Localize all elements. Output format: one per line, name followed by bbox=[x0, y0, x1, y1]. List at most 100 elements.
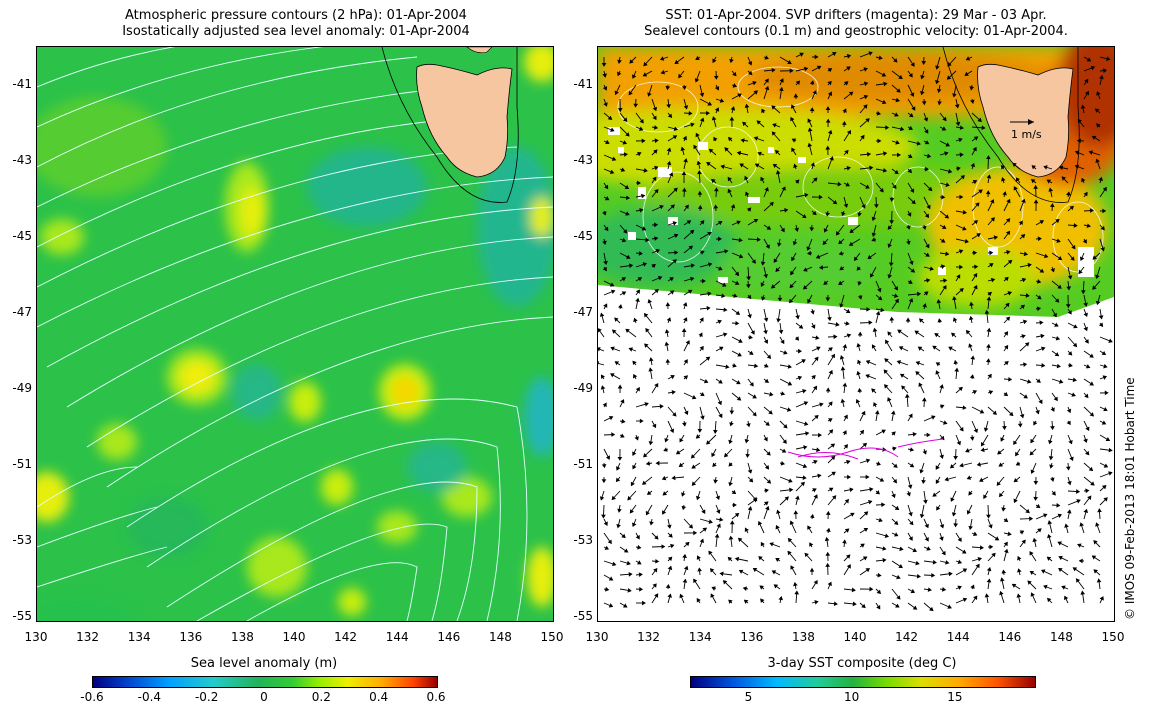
velocity-arrowhead bbox=[766, 354, 772, 359]
velocity-arrowhead bbox=[812, 210, 817, 216]
velocity-arrowhead bbox=[856, 266, 862, 271]
velocity-arrowhead bbox=[1079, 522, 1085, 527]
longitude-tick-label: 142 bbox=[895, 630, 919, 644]
velocity-arrowhead bbox=[790, 565, 795, 570]
velocity-arrowhead bbox=[1050, 407, 1055, 412]
velocity-arrowhead bbox=[697, 205, 703, 210]
velocity-arrowhead bbox=[817, 473, 822, 479]
velocity-arrowhead bbox=[952, 93, 957, 98]
velocity-arrowhead bbox=[896, 595, 901, 600]
velocity-arrowhead bbox=[822, 240, 828, 245]
velocity-arrowhead bbox=[959, 194, 964, 200]
velocity-arrowhead bbox=[910, 62, 915, 67]
latitude-tick-label: -49 bbox=[573, 381, 593, 395]
velocity-arrowhead bbox=[625, 211, 630, 216]
velocity-arrowhead bbox=[1076, 138, 1081, 144]
velocity-arrowhead bbox=[623, 152, 628, 157]
velocity-arrowhead bbox=[1051, 491, 1056, 496]
velocity-arrowhead bbox=[877, 287, 882, 293]
velocity-arrowhead bbox=[623, 548, 629, 553]
velocity-arrowhead bbox=[621, 533, 626, 539]
velocity-arrowhead bbox=[932, 345, 937, 350]
velocity-arrowhead bbox=[830, 353, 835, 359]
velocity-arrowhead bbox=[830, 443, 836, 448]
velocity-arrowhead bbox=[970, 355, 976, 360]
velocity-arrowhead bbox=[942, 285, 947, 290]
velocity-arrowhead bbox=[776, 509, 781, 514]
velocity-arrowhead bbox=[894, 505, 900, 510]
velocity-arrowhead bbox=[798, 324, 804, 329]
velocity-arrowhead bbox=[769, 391, 774, 397]
velocity-arrowhead bbox=[673, 233, 679, 239]
velocity-arrowhead bbox=[754, 363, 759, 369]
velocity-arrowhead bbox=[1033, 421, 1038, 426]
velocity-arrowhead bbox=[769, 542, 774, 547]
velocity-arrowhead bbox=[893, 293, 899, 298]
velocity-arrowhead bbox=[871, 216, 877, 222]
velocity-arrowhead bbox=[791, 256, 796, 262]
velocity-arrowhead bbox=[948, 571, 953, 577]
velocity-arrowhead bbox=[810, 310, 815, 315]
velocity-arrowhead bbox=[695, 434, 701, 439]
velocity-arrowhead bbox=[617, 456, 623, 461]
velocity-arrowhead bbox=[1057, 513, 1062, 519]
velocity-arrowhead bbox=[734, 512, 740, 518]
velocity-arrowhead bbox=[976, 233, 981, 238]
velocity-arrowhead bbox=[969, 301, 974, 306]
velocity-arrowhead bbox=[716, 509, 721, 514]
velocity-arrowhead bbox=[794, 590, 800, 595]
velocity-arrowhead bbox=[806, 246, 811, 251]
velocity-arrowhead bbox=[703, 378, 709, 384]
velocity-arrowhead bbox=[1068, 439, 1073, 445]
velocity-arrowhead bbox=[878, 55, 883, 60]
velocity-arrowhead bbox=[972, 179, 978, 185]
velocity-arrowhead bbox=[603, 521, 608, 526]
velocity-arrowhead bbox=[1089, 412, 1095, 417]
velocity-arrowhead bbox=[685, 340, 690, 345]
velocity-arrowhead bbox=[1029, 516, 1034, 522]
velocity-arrowhead bbox=[654, 189, 659, 194]
velocity-arrowhead bbox=[732, 71, 737, 77]
velocity-arrowhead bbox=[863, 511, 869, 516]
velocity-arrowhead bbox=[682, 135, 687, 141]
velocity-arrowhead bbox=[853, 256, 859, 261]
velocity-arrowhead bbox=[794, 336, 800, 341]
longitude-tick-label: 148 bbox=[1049, 630, 1073, 644]
velocity-arrowhead bbox=[992, 410, 997, 415]
velocity-arrowhead bbox=[1102, 208, 1107, 214]
velocity-arrowhead bbox=[1057, 541, 1062, 546]
velocity-arrowhead bbox=[693, 144, 698, 150]
velocity-arrowhead bbox=[740, 138, 745, 143]
latitude-tick-label: -43 bbox=[12, 153, 32, 167]
velocity-arrowhead bbox=[1057, 284, 1062, 289]
velocity-arrowhead bbox=[1036, 306, 1042, 312]
velocity-arrowhead bbox=[744, 103, 750, 108]
velocity-arrowhead bbox=[875, 310, 881, 316]
velocity-arrowhead bbox=[617, 71, 622, 77]
velocity-arrowhead bbox=[747, 61, 753, 66]
velocity-arrowhead bbox=[848, 241, 854, 246]
velocity-arrowhead bbox=[920, 90, 925, 96]
velocity-arrowhead bbox=[1069, 205, 1074, 211]
velocity-arrowhead bbox=[646, 490, 652, 495]
velocity-arrowhead bbox=[654, 535, 659, 540]
velocity-arrowhead bbox=[1050, 267, 1055, 273]
velocity-arrowhead bbox=[682, 553, 687, 559]
velocity-arrowhead bbox=[711, 586, 716, 591]
velocity-arrowhead bbox=[803, 401, 809, 406]
velocity-arrowhead bbox=[867, 254, 872, 260]
velocity-arrowhead bbox=[673, 187, 678, 193]
velocity-arrowhead bbox=[846, 554, 851, 559]
velocity-arrowhead bbox=[843, 414, 848, 420]
velocity-arrowhead bbox=[1081, 290, 1086, 295]
velocity-arrowhead bbox=[845, 182, 850, 187]
velocity-arrowhead bbox=[746, 207, 752, 212]
velocity-arrowhead bbox=[744, 175, 749, 181]
velocity-arrowhead bbox=[729, 58, 734, 64]
velocity-arrowhead bbox=[721, 293, 726, 299]
velocity-arrowhead bbox=[669, 277, 674, 282]
velocity-arrowhead bbox=[795, 179, 800, 184]
latitude-tick-label: -51 bbox=[573, 457, 593, 471]
velocity-arrowhead bbox=[637, 180, 641, 186]
velocity-arrowhead bbox=[683, 565, 689, 571]
